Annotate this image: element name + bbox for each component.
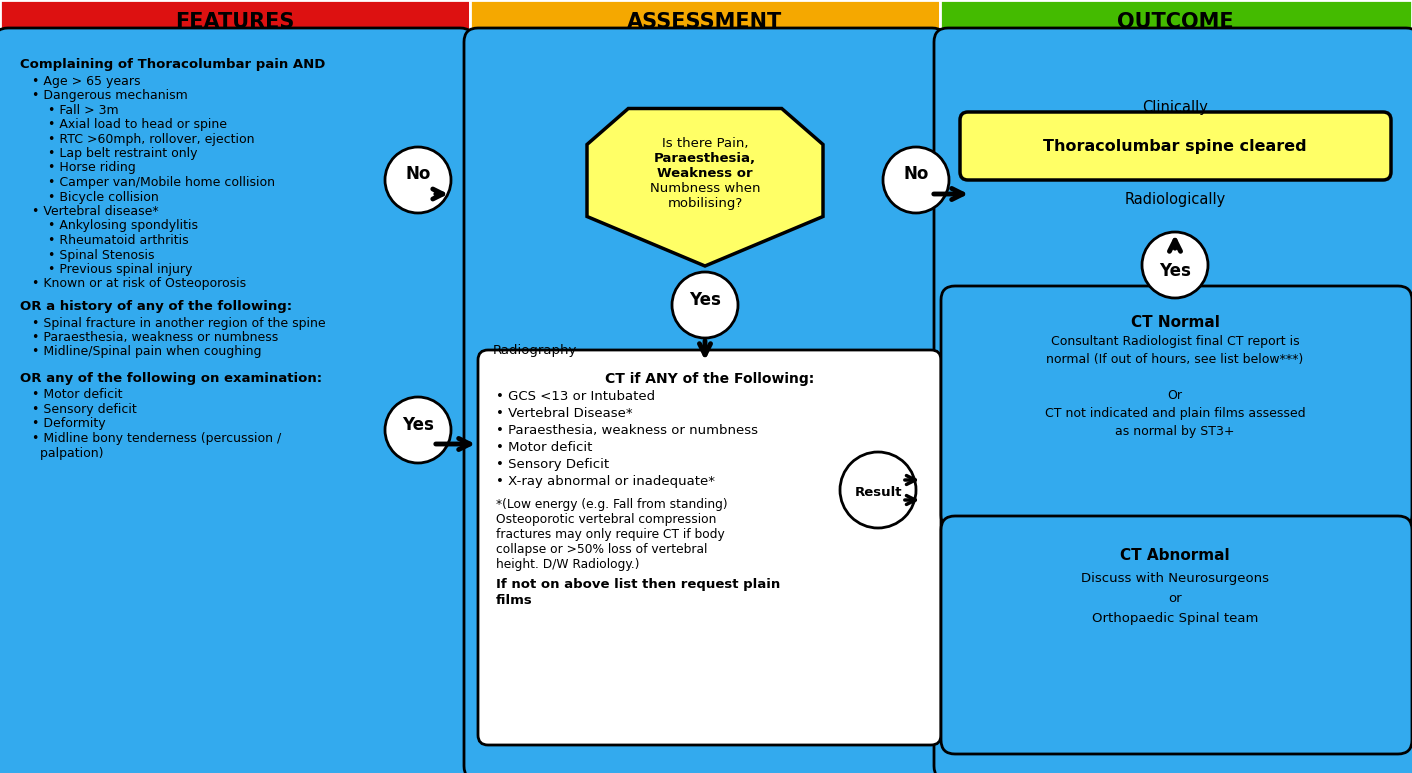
Text: fractures may only require CT if body: fractures may only require CT if body: [496, 528, 724, 541]
Text: palpation): palpation): [32, 447, 103, 459]
Text: • Midline/Spinal pain when coughing: • Midline/Spinal pain when coughing: [32, 346, 261, 359]
FancyBboxPatch shape: [940, 516, 1412, 754]
Text: collapse or >50% loss of vertebral: collapse or >50% loss of vertebral: [496, 543, 707, 556]
Text: Yes: Yes: [402, 416, 433, 434]
Text: • Fall > 3m: • Fall > 3m: [48, 104, 119, 117]
FancyBboxPatch shape: [465, 28, 946, 773]
Text: *(Low energy (e.g. Fall from standing): *(Low energy (e.g. Fall from standing): [496, 498, 727, 511]
Text: • Lap belt restraint only: • Lap belt restraint only: [48, 147, 198, 160]
Text: CT Normal: CT Normal: [1131, 315, 1220, 330]
Text: height. D/W Radiology.): height. D/W Radiology.): [496, 558, 640, 571]
Text: • Motor deficit: • Motor deficit: [496, 441, 593, 454]
Text: Radiography: Radiography: [493, 344, 578, 357]
Circle shape: [672, 272, 738, 338]
Text: OR any of the following on examination:: OR any of the following on examination:: [20, 372, 322, 385]
Text: as normal by ST3+: as normal by ST3+: [1115, 425, 1234, 438]
Circle shape: [1142, 232, 1209, 298]
Text: Complaining of Thoracolumbar pain AND: Complaining of Thoracolumbar pain AND: [20, 58, 325, 71]
Text: • Bicycle collision: • Bicycle collision: [48, 190, 158, 203]
Text: • Vertebral Disease*: • Vertebral Disease*: [496, 407, 633, 420]
Text: Paraesthesia,: Paraesthesia,: [654, 152, 755, 165]
Text: Weakness or: Weakness or: [657, 167, 753, 180]
Text: • Spinal fracture in another region of the spine: • Spinal fracture in another region of t…: [32, 316, 326, 329]
Text: Yes: Yes: [689, 291, 722, 309]
Text: • GCS <13 or Intubated: • GCS <13 or Intubated: [496, 390, 655, 403]
FancyBboxPatch shape: [960, 112, 1391, 180]
Text: • Vertebral disease*: • Vertebral disease*: [32, 205, 158, 218]
Text: normal (If out of hours, see list below***): normal (If out of hours, see list below*…: [1046, 353, 1303, 366]
Text: films: films: [496, 594, 532, 607]
Text: Consultant Radiologist final CT report is: Consultant Radiologist final CT report i…: [1051, 335, 1299, 348]
FancyBboxPatch shape: [479, 350, 940, 745]
Text: Thoracolumbar spine cleared: Thoracolumbar spine cleared: [1043, 138, 1308, 154]
Text: • Camper van/Mobile home collision: • Camper van/Mobile home collision: [48, 176, 275, 189]
Circle shape: [840, 452, 916, 528]
FancyBboxPatch shape: [940, 286, 1412, 529]
Text: mobilising?: mobilising?: [668, 197, 743, 210]
Text: Result: Result: [854, 485, 902, 499]
Text: • Deformity: • Deformity: [32, 417, 106, 431]
Text: • Sensory deficit: • Sensory deficit: [32, 403, 137, 416]
Text: • Ankylosing spondylitis: • Ankylosing spondylitis: [48, 220, 198, 233]
Text: Orthopaedic Spinal team: Orthopaedic Spinal team: [1091, 612, 1258, 625]
Text: FEATURES: FEATURES: [175, 12, 295, 32]
Text: If not on above list then request plain: If not on above list then request plain: [496, 578, 781, 591]
FancyBboxPatch shape: [470, 0, 940, 773]
Circle shape: [385, 147, 450, 213]
Text: Numbness when: Numbness when: [650, 182, 760, 195]
Circle shape: [882, 147, 949, 213]
Text: • Spinal Stenosis: • Spinal Stenosis: [48, 248, 154, 261]
Circle shape: [385, 397, 450, 463]
Text: • Paraesthesia, weakness or numbness: • Paraesthesia, weakness or numbness: [496, 424, 758, 437]
Text: • Dangerous mechanism: • Dangerous mechanism: [32, 89, 188, 102]
FancyBboxPatch shape: [933, 28, 1412, 773]
Text: OR a history of any of the following:: OR a history of any of the following:: [20, 300, 292, 313]
Text: OUTCOME: OUTCOME: [1117, 12, 1233, 32]
FancyBboxPatch shape: [940, 0, 1412, 773]
FancyBboxPatch shape: [0, 0, 470, 773]
Text: • RTC >60mph, rollover, ejection: • RTC >60mph, rollover, ejection: [48, 132, 254, 145]
Text: • Axial load to head or spine: • Axial load to head or spine: [48, 118, 227, 131]
Text: • X-ray abnormal or inadequate*: • X-ray abnormal or inadequate*: [496, 475, 714, 488]
Text: • Known or at risk of Osteoporosis: • Known or at risk of Osteoporosis: [32, 278, 246, 291]
Text: Osteoporotic vertebral compression: Osteoporotic vertebral compression: [496, 513, 716, 526]
Text: Discuss with Neurosurgeons: Discuss with Neurosurgeons: [1082, 572, 1269, 585]
Text: Radiologically: Radiologically: [1124, 192, 1226, 207]
Text: Yes: Yes: [1159, 262, 1190, 280]
Text: Clinically: Clinically: [1142, 100, 1207, 115]
Text: or: or: [1168, 592, 1182, 605]
Polygon shape: [587, 108, 823, 266]
Text: CT not indicated and plain films assessed: CT not indicated and plain films assesse…: [1045, 407, 1305, 420]
Text: • Previous spinal injury: • Previous spinal injury: [48, 263, 192, 276]
Text: Or: Or: [1168, 389, 1182, 402]
Text: No: No: [904, 165, 929, 183]
Text: • Age > 65 years: • Age > 65 years: [32, 74, 141, 87]
Text: Is there Pain,: Is there Pain,: [662, 137, 748, 150]
Text: • Midline bony tenderness (percussion /: • Midline bony tenderness (percussion /: [32, 432, 281, 445]
Text: • Rheumatoid arthritis: • Rheumatoid arthritis: [48, 234, 189, 247]
Text: CT Abnormal: CT Abnormal: [1120, 548, 1230, 563]
Text: • Horse riding: • Horse riding: [48, 162, 136, 175]
Text: CT if ANY of the Following:: CT if ANY of the Following:: [606, 372, 815, 386]
Text: ASSESSMENT: ASSESSMENT: [627, 12, 782, 32]
Text: • Paraesthesia, weakness or numbness: • Paraesthesia, weakness or numbness: [32, 331, 278, 344]
Text: No: No: [405, 165, 431, 183]
FancyBboxPatch shape: [0, 28, 474, 773]
Text: • Motor deficit: • Motor deficit: [32, 389, 123, 401]
Text: • Sensory Deficit: • Sensory Deficit: [496, 458, 609, 471]
